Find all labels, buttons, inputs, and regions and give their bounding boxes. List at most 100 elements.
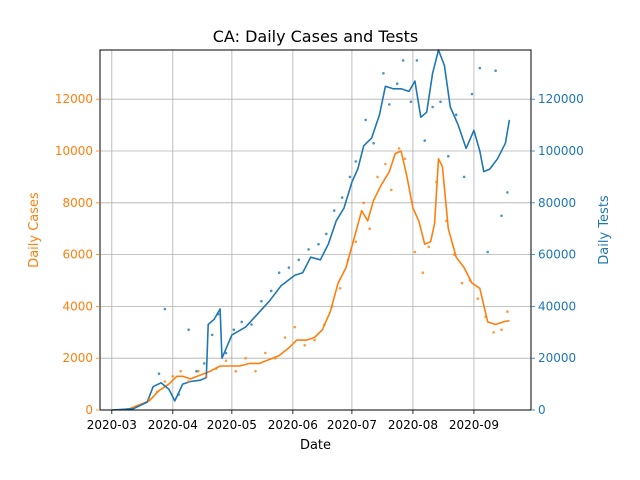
tests-point (340, 196, 344, 199)
tests-point (240, 320, 243, 324)
y-tick-label-left: 0 (85, 403, 93, 417)
cases-point (254, 369, 257, 373)
y-tick-label-right: 80000 (538, 196, 576, 210)
y-axis-right: 0 20000 40000 60000 80000 100000 120000 (531, 92, 584, 417)
cases-point (468, 279, 472, 282)
cases-point (500, 328, 503, 332)
tests-point (277, 271, 281, 275)
tests-point (297, 258, 301, 262)
chart-title: CA: Daily Cases and Tests (213, 27, 419, 46)
x-tick-label: 2020-07 (327, 418, 377, 432)
y-tick-label-right: 100000 (538, 144, 584, 158)
cases-point (476, 297, 480, 300)
y-tick-label-right: 120000 (538, 92, 584, 106)
y-tick-label-right: 0 (538, 403, 546, 417)
tests-point (415, 59, 419, 62)
tests-point (506, 191, 509, 194)
tests-point (307, 248, 310, 251)
y-tick-label-left: 4000 (62, 299, 93, 313)
cases-point (346, 258, 350, 262)
tests-point (462, 175, 466, 179)
cases-point (403, 157, 407, 161)
tests-point (439, 100, 442, 104)
plot-frame (99, 49, 532, 411)
tests-point (354, 160, 358, 163)
cases-point (147, 398, 151, 401)
cases-point (384, 162, 387, 166)
tests-point (431, 105, 434, 109)
tests-point (163, 307, 167, 311)
tests-point (210, 333, 214, 337)
tests-point (332, 209, 336, 212)
cases-point (283, 336, 287, 339)
cases-point (171, 375, 175, 378)
cases-point (205, 375, 208, 378)
tests-point (470, 92, 474, 96)
tests-point (423, 139, 427, 142)
x-tick-label: 2020-03 (87, 418, 137, 432)
tests-point (203, 362, 206, 365)
tests-point (447, 154, 450, 158)
tests-point (494, 69, 497, 72)
tests-point (388, 103, 391, 106)
tests-point (269, 289, 273, 293)
tests-point (401, 59, 405, 62)
y-tick-label-left: 12000 (55, 92, 93, 106)
cases-line (119, 150, 510, 411)
y-tick-label-left: 2000 (62, 351, 93, 365)
tests-point (157, 372, 161, 376)
cases-point (155, 390, 159, 394)
x-tick-label: 2020-09 (449, 418, 499, 432)
y-tick-label-right: 40000 (538, 299, 576, 313)
cases-point (492, 331, 495, 334)
tests-point (364, 118, 368, 122)
cases-point (484, 315, 488, 319)
cases-point (163, 380, 167, 383)
x-tick-label: 2020-04 (148, 418, 198, 432)
cases-point (197, 369, 200, 373)
cases-point (427, 245, 431, 249)
x-axis-label: Date (300, 438, 331, 453)
tests-point (232, 328, 236, 332)
tests-point (409, 100, 413, 104)
tests-point (216, 312, 220, 316)
tests-point (187, 328, 190, 332)
cases-point (413, 250, 417, 254)
tests-point (454, 113, 458, 116)
y-tick-label-left: 6000 (62, 248, 93, 262)
y-tick-label-left: 10000 (55, 144, 93, 158)
cases-point (234, 369, 238, 373)
cases-point (390, 188, 393, 192)
cases-point (187, 380, 190, 383)
cases-point (362, 201, 366, 205)
tests-point (395, 82, 399, 85)
cases-point (323, 323, 326, 326)
cases-point (244, 356, 247, 360)
cases-point (224, 359, 228, 363)
tests-point (372, 141, 375, 145)
cases-point (338, 287, 342, 290)
cases-point (368, 227, 371, 230)
tests-point (325, 232, 328, 236)
tests-point (195, 369, 198, 373)
cases-point (303, 344, 307, 347)
tests-point (287, 266, 291, 269)
cases-point (273, 356, 277, 360)
y-axis-left: 0 2000 4000 6000 8000 10000 12000 (55, 92, 100, 417)
tests-point (317, 242, 320, 246)
cases-point (214, 367, 218, 370)
tests-point (250, 323, 253, 326)
y-tick-label-right: 20000 (538, 351, 576, 365)
x-tick-label: 2020-08 (388, 418, 438, 432)
y-tick-label-right: 60000 (538, 248, 576, 262)
y-axis-left-label: Daily Cases (27, 192, 42, 268)
cases-point (435, 180, 438, 184)
cases-point (445, 219, 448, 223)
cases-point (397, 147, 401, 150)
tests-point (382, 72, 385, 75)
cases-point (354, 240, 358, 243)
cases-point (264, 351, 267, 355)
cases-point (179, 369, 182, 373)
